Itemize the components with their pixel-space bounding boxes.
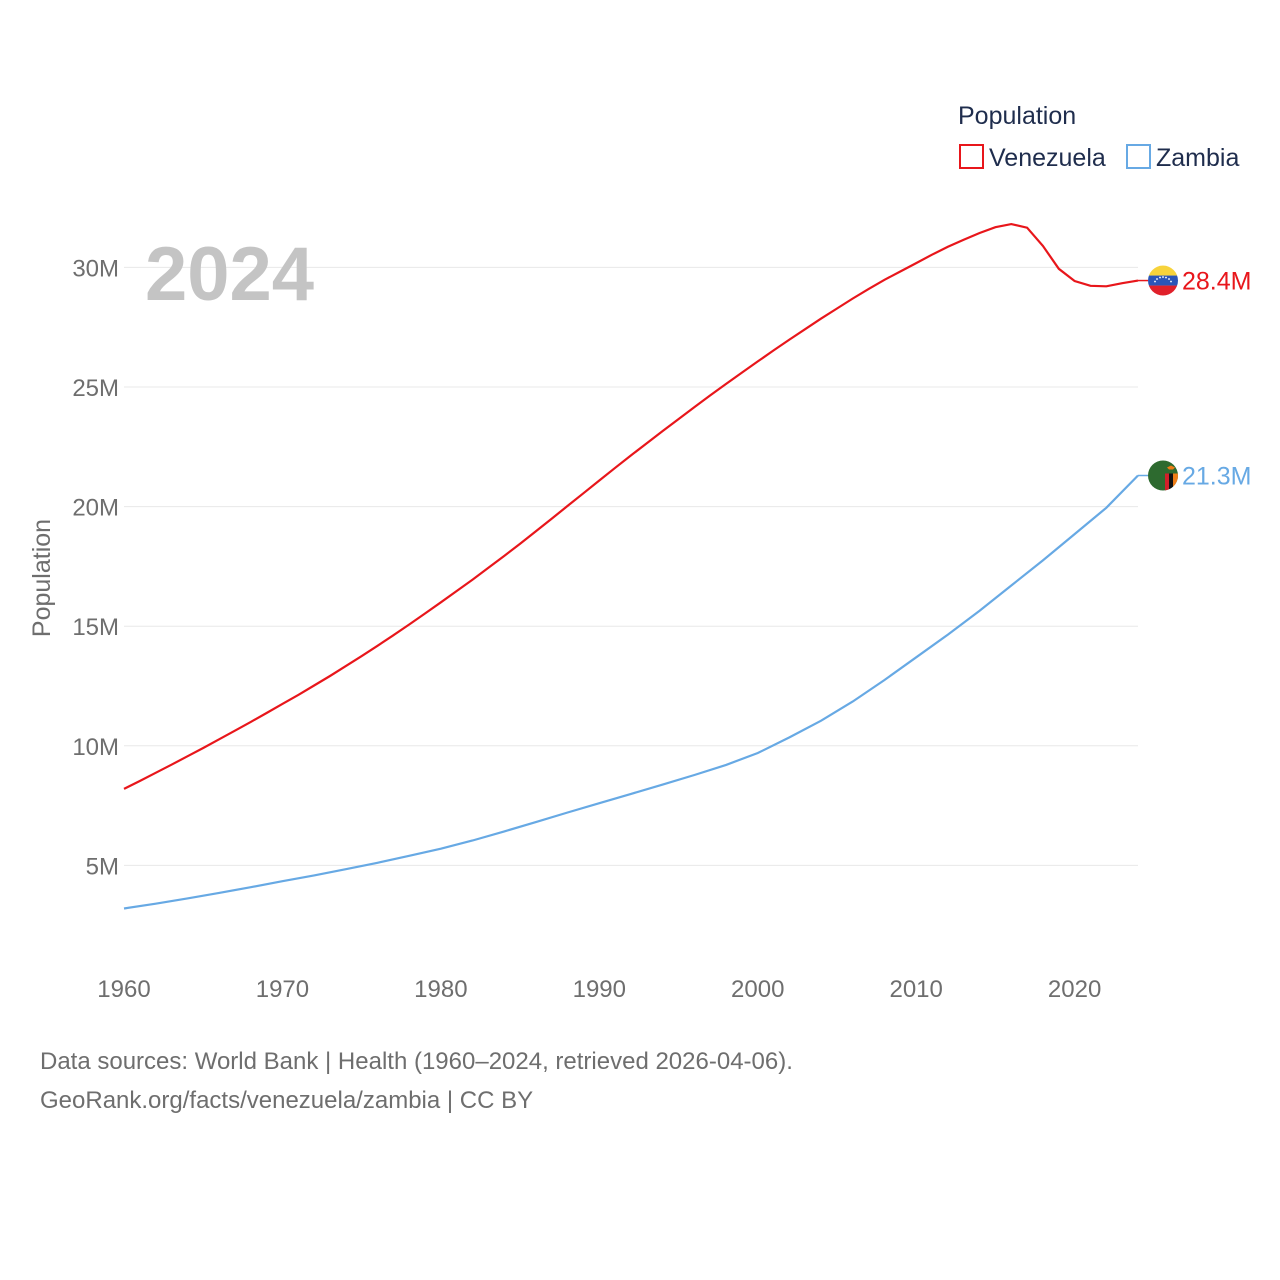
series-line-venezuela: [123, 222, 1139, 790]
y-tick-label: 5M: [86, 853, 119, 880]
legend-label-venezuela: Venezuela: [989, 144, 1106, 172]
x-tick-label: 1960: [97, 976, 150, 1003]
data-source-note: Data sources: World Bank | Health (1960–…: [40, 1048, 793, 1075]
x-tick-label: 1990: [573, 976, 626, 1003]
legend-item-venezuela[interactable]: Venezuela: [959, 144, 1106, 172]
end-label-venezuela: 28.4M: [1182, 268, 1251, 296]
y-tick-label: 10M: [72, 734, 119, 761]
y-tick-label: 30M: [72, 255, 119, 282]
year-watermark: 2024: [145, 232, 314, 317]
legend-swatch-venezuela: [959, 144, 984, 169]
x-tick-label: 1980: [414, 976, 467, 1003]
license-link[interactable]: GeoRank.org/facts/venezuela/zambia | CC …: [40, 1087, 533, 1114]
zambia-flag-icon: [1148, 460, 1178, 491]
x-tick-label: 2010: [889, 976, 942, 1003]
grid-lines: [124, 266, 1138, 866]
legend-label-zambia: Zambia: [1156, 144, 1239, 172]
legend-item-zambia[interactable]: Zambia: [1126, 144, 1239, 172]
x-tick-label: 2000: [731, 976, 784, 1003]
legend-title: Population: [958, 102, 1076, 130]
y-tick-label: 20M: [72, 495, 119, 522]
x-axis-ticks: 1960 1970 1980 1990 2000 2010 2020: [97, 976, 1101, 1003]
end-label-zambia: 21.3M: [1182, 463, 1251, 491]
y-tick-label: 25M: [72, 375, 119, 402]
venezuela-flag-icon: [1148, 265, 1178, 296]
y-axis-label: Population: [28, 519, 56, 637]
series-line-zambia: [123, 474, 1139, 910]
legend-swatch-zambia: [1126, 144, 1151, 169]
x-tick-label: 2020: [1048, 976, 1101, 1003]
y-tick-label: 15M: [72, 614, 119, 641]
y-axis-ticks: 5M 10M 15M 20M 25M 30M: [72, 255, 119, 880]
x-tick-label: 1970: [256, 976, 309, 1003]
